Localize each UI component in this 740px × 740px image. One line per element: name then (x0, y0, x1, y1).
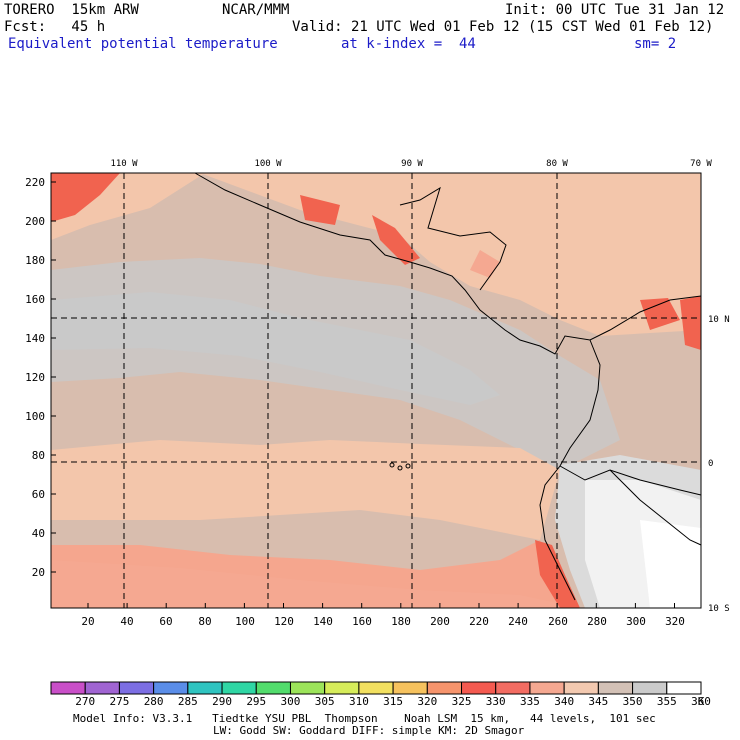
colorbar-label: 305 (315, 695, 335, 708)
colorbar-label: 340 (554, 695, 574, 708)
valid-time: Valid: 21 UTC Wed 01 Feb 12 (15 CST Wed … (292, 19, 714, 35)
y-tick-labels: 20 40 60 80 100 120 140 160 180 200 220 (25, 176, 45, 579)
model-name: TORERO 15km ARW (4, 2, 139, 18)
colorbar-cell (50, 681, 86, 695)
smoothing-label: sm= 2 (634, 36, 677, 52)
x-tick-label: 220 (469, 615, 489, 628)
init-time: Init: 00 UTC Tue 31 Jan 12 (505, 2, 725, 18)
colorbar-cell (597, 681, 634, 695)
colorbar-label: 355 (657, 695, 677, 708)
x-tick-label: 320 (665, 615, 685, 628)
map-frame (50, 172, 702, 609)
colorbar-label: 360 (691, 695, 711, 708)
colorbar-label: 345 (588, 695, 608, 708)
x-tick-labels: 20 40 60 80 100 120 140 160 180 200 220 … (81, 615, 685, 628)
x-tick-label: 120 (274, 615, 294, 628)
colorbar-cell (289, 681, 326, 695)
y-tick-label: 60 (32, 488, 45, 501)
colorbar-cell (392, 681, 428, 695)
temperature-field (51, 173, 701, 608)
forecast-hour: Fcst: 45 h (4, 19, 106, 35)
graticule (51, 173, 701, 608)
y-tick-label: 80 (32, 449, 45, 462)
x-tick-label: 140 (313, 615, 333, 628)
footer-model-info: Model Info: V3.3.1 Tiedtke YSU PBL Thomp… (73, 712, 656, 725)
x-tick-label: 280 (587, 615, 607, 628)
colorbar-label: 335 (520, 695, 540, 708)
colorbar-cell (563, 681, 599, 695)
lat-label: 10 N (708, 315, 730, 325)
y-tick-label: 20 (32, 566, 45, 579)
colorbar-label: 310 (349, 695, 369, 708)
colorbar-unit: K (698, 695, 705, 708)
footer-physics-info: LW: Godd SW: Goddard DIFF: simple KM: 2D… (213, 724, 525, 737)
y-tick-label: 140 (25, 332, 45, 345)
lon-label: 110 W (110, 159, 138, 169)
x-tick-label: 300 (626, 615, 646, 628)
x-tick-label: 80 (198, 615, 211, 628)
colorbar-label: 330 (486, 695, 506, 708)
y-tick-label: 160 (25, 293, 45, 306)
x-tick-label: 160 (352, 615, 372, 628)
colorbar-cell (84, 681, 120, 695)
field-name: Equivalent potential temperature (8, 36, 278, 52)
coastlines (194, 172, 702, 601)
colorbar-label: 315 (383, 695, 403, 708)
galapagos-islands (389, 462, 411, 471)
lon-label: 90 W (401, 159, 423, 169)
x-tick-label: 260 (548, 615, 568, 628)
colorbar-cell (495, 681, 531, 695)
colorbar-cell (324, 681, 360, 695)
colorbar-cell (118, 681, 155, 695)
longitude-labels: 110 W 100 W 90 W 80 W 70 W (110, 159, 712, 169)
lon-label: 100 W (254, 159, 282, 169)
colorbar-cell (632, 681, 668, 695)
latitude-labels: 10 N 0 10 S (708, 315, 730, 614)
colorbar-labels: 270 275 280 285 290 295 300 305 310 315 320 325 330 3… (75, 695, 711, 708)
x-tick-label: 60 (159, 615, 172, 628)
colorbar-label: 350 (623, 695, 643, 708)
colorbar-label: 285 (178, 695, 198, 708)
lon-label: 70 W (690, 159, 712, 169)
x-tick-label: 100 (235, 615, 255, 628)
y-tick-label: 40 (32, 527, 45, 540)
colorbar-cell (529, 681, 565, 695)
y-tick-label: 220 (25, 176, 45, 189)
colorbar-cell (426, 681, 463, 695)
colorbar-label: 320 (417, 695, 437, 708)
colorbar-cell (358, 681, 394, 695)
colorbar-cell (153, 681, 189, 695)
colorbar-cell (255, 681, 291, 695)
colorbar-cell (187, 681, 223, 695)
colorbar (50, 681, 702, 695)
y-tick-label: 200 (25, 215, 45, 228)
colorbar-label: 270 (75, 695, 95, 708)
colorbar-label: 280 (144, 695, 164, 708)
colorbar-label: 290 (212, 695, 232, 708)
lat-label: 0 (708, 459, 713, 469)
x-tick-label: 240 (508, 615, 528, 628)
x-tick-marks (87, 603, 675, 608)
x-tick-label: 180 (391, 615, 411, 628)
y-tick-label: 120 (25, 371, 45, 384)
colorbar-cell (461, 681, 497, 695)
colorbar-cell (221, 681, 257, 695)
x-tick-label: 200 (430, 615, 450, 628)
colorbar-label: 300 (281, 695, 301, 708)
lat-label: 10 S (708, 604, 730, 614)
colorbar-label: 325 (452, 695, 472, 708)
y-tick-marks (51, 181, 56, 573)
institution-label: NCAR/MMM (222, 2, 290, 18)
colorbar-label: 295 (246, 695, 266, 708)
y-tick-label: 100 (25, 410, 45, 423)
x-tick-label: 20 (81, 615, 94, 628)
colorbar-cell (666, 681, 702, 695)
level-label: at k-index = 44 (341, 36, 476, 52)
x-tick-label: 40 (120, 615, 133, 628)
colorbar-label: 275 (109, 695, 129, 708)
lon-label: 80 W (546, 159, 568, 169)
y-tick-label: 180 (25, 254, 45, 267)
